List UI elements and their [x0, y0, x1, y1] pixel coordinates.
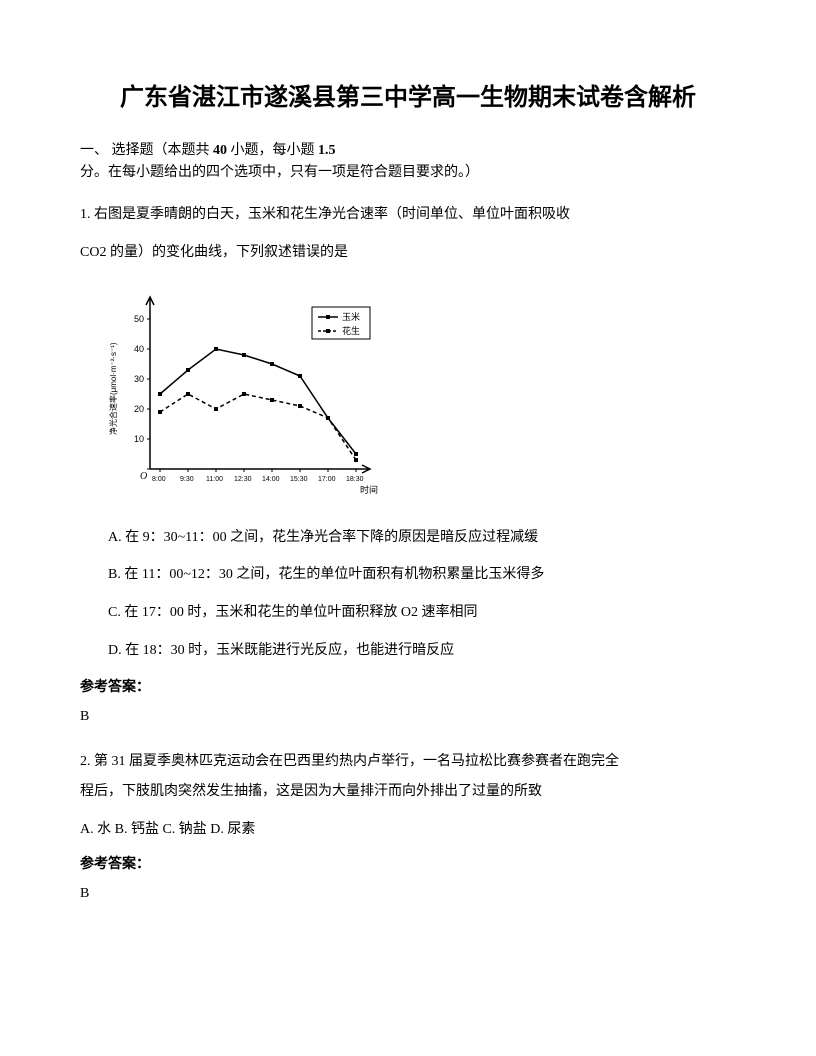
question-1: 1. 右图是夏季晴朗的白天，玉米和花生净光合速率（时间单位、单位叶面积吸收 CO… — [80, 201, 736, 730]
peanut-line — [160, 394, 356, 460]
chart-container: 10 20 30 40 50 8:00 9:30 11:00 12:30 — [100, 279, 390, 509]
svg-text:时间: 时间 — [360, 484, 378, 495]
legend-peanut: 花生 — [342, 325, 360, 336]
corn-line — [160, 349, 356, 454]
question-2: 2. 第 31 届夏季奥林匹克运动会在巴西里约热内卢举行，一名马拉松比赛参赛者在… — [80, 748, 736, 906]
section-bold2: 1.5 — [318, 143, 336, 158]
q1-options: A. 在 9：30~11：00 之间，花生净光合率下降的原因是暗反应过程减缓 B… — [108, 521, 736, 667]
svg-text:17:00: 17:00 — [318, 476, 336, 483]
photosynthesis-chart: 10 20 30 40 50 8:00 9:30 11:00 12:30 — [100, 279, 390, 509]
svg-text:11:00: 11:00 — [206, 476, 223, 483]
section-suffix: 分。在每小题给出的四个选项中，只有一项是符合题目要求的。） — [80, 165, 479, 180]
section-heading: 一、 选择题（本题共 40 小题，每小题 1.5 分。在每小题给出的四个选项中，… — [80, 140, 736, 185]
q1-text-line2: CO2 的量）的变化曲线，下列叙述错误的是 — [80, 239, 736, 267]
q2-answer-label: 参考答案： — [80, 852, 736, 877]
q2-text-line2: 程后，下肢肌肉突然发生抽搐，这是因为大量排汗而向外排出了过量的所致 — [80, 778, 736, 806]
svg-text:50: 50 — [134, 314, 144, 324]
svg-text:9:30: 9:30 — [180, 476, 194, 483]
section-prefix: 一、 选择题（本题共 — [80, 143, 213, 158]
svg-text:20: 20 — [134, 404, 144, 414]
svg-text:12:30: 12:30 — [234, 476, 252, 483]
q2-options: A. 水 B. 钙盐 C. 钠盐 D. 尿素 — [80, 816, 736, 844]
q2-text-line1: 2. 第 31 届夏季奥林匹克运动会在巴西里约热内卢举行，一名马拉松比赛参赛者在… — [80, 748, 736, 776]
svg-text:净光合速率(μmol·m⁻²·s⁻¹): 净光合速率(μmol·m⁻²·s⁻¹) — [108, 342, 118, 435]
q1-option-d: D. 在 18：30 时，玉米既能进行光反应，也能进行暗反应 — [108, 634, 736, 668]
q1-answer: B — [80, 704, 736, 729]
svg-text:15:30: 15:30 — [290, 476, 308, 483]
svg-text:18:30: 18:30 — [346, 476, 364, 483]
svg-text:40: 40 — [134, 344, 144, 354]
q1-option-b: B. 在 11：00~12：30 之间，花生的单位叶面积有机物积累量比玉米得多 — [108, 558, 736, 592]
svg-text:8:00: 8:00 — [152, 476, 166, 483]
q1-option-c: C. 在 17：00 时，玉米和花生的单位叶面积释放 O2 速率相同 — [108, 596, 736, 630]
q2-answer: B — [80, 881, 736, 906]
svg-text:O: O — [140, 471, 147, 482]
q1-text-line1: 1. 右图是夏季晴朗的白天，玉米和花生净光合速率（时间单位、单位叶面积吸收 — [80, 201, 736, 229]
section-bold1: 40 — [213, 143, 227, 158]
svg-text:10: 10 — [134, 434, 144, 444]
q1-answer-label: 参考答案： — [80, 675, 736, 700]
svg-text:14:00: 14:00 — [262, 476, 280, 483]
page-title: 广东省湛江市遂溪县第三中学高一生物期末试卷含解析 — [80, 80, 736, 116]
q1-option-a: A. 在 9：30~11：00 之间，花生净光合率下降的原因是暗反应过程减缓 — [108, 521, 736, 555]
legend-corn: 玉米 — [342, 311, 360, 322]
svg-text:30: 30 — [134, 374, 144, 384]
section-mid1: 小题，每小题 — [227, 143, 318, 158]
